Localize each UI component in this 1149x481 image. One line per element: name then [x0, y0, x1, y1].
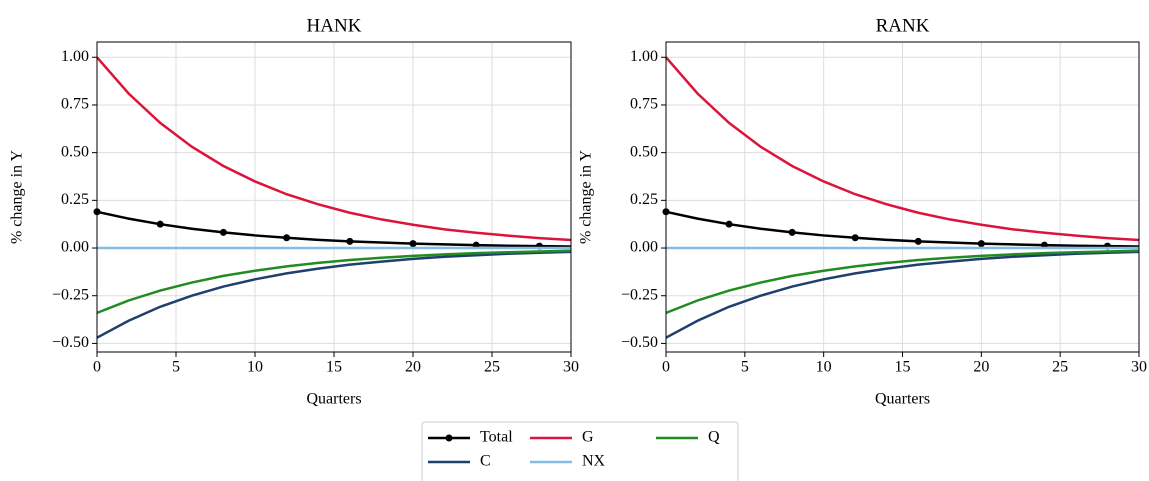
series-line — [665, 250, 1140, 339]
series-line — [96, 249, 572, 315]
axes-frame — [665, 41, 1140, 353]
x-tick-label: 10 — [247, 359, 263, 376]
legend-label: G — [582, 429, 594, 446]
x-tick-label: 25 — [484, 359, 500, 376]
series-line — [96, 56, 572, 242]
marker — [851, 234, 859, 242]
panel-title: RANK — [876, 15, 930, 36]
x-tick-label: 0 — [93, 359, 101, 376]
x-axis-label: Quarters — [875, 391, 930, 408]
legend: Total C G NX Q — [421, 421, 739, 481]
axes: −0.50 −0.25 0.00 0.25 0.50 0.75 1.00 0 5 10 15 20 25… — [578, 15, 1147, 407]
y-tick-label: −0.25 — [621, 286, 658, 303]
x-tick-label: 0 — [662, 359, 670, 376]
y-tick-label: −0.50 — [621, 334, 658, 351]
panel-title: HANK — [307, 15, 362, 36]
y-tick-label: 0.50 — [630, 143, 658, 160]
axes-frame — [96, 41, 572, 353]
x-tick-label: 5 — [741, 359, 749, 376]
y-tick-label: 1.00 — [61, 48, 89, 65]
y-tick-label: 0.75 — [630, 96, 658, 113]
series-line — [665, 210, 1140, 248]
x-tick-label: 10 — [816, 359, 832, 376]
y-tick-label: 0.00 — [630, 239, 658, 256]
legend-label: Q — [708, 429, 720, 446]
y-tick-label: 0.50 — [61, 143, 89, 160]
series-line — [665, 56, 1140, 242]
x-tick-label: 30 — [1131, 359, 1147, 376]
marker — [914, 237, 922, 245]
series-line — [96, 210, 572, 248]
marker — [977, 240, 985, 248]
x-tick-label: 30 — [563, 359, 579, 376]
legend-frame — [421, 421, 739, 481]
y-tick-label: 0.25 — [61, 191, 89, 208]
y-tick-label: −0.25 — [52, 286, 89, 303]
y-tick-label: 0.75 — [61, 96, 89, 113]
x-tick-label: 5 — [172, 359, 180, 376]
marker — [283, 234, 291, 242]
y-axis-label: % change in Y — [578, 150, 595, 244]
legend-label: C — [480, 453, 491, 470]
x-tick-label: 15 — [326, 359, 342, 376]
y-tick-label: 0.25 — [630, 191, 658, 208]
x-tick-label: 20 — [973, 359, 989, 376]
marker — [409, 240, 417, 248]
y-axis-label: % change in Y — [9, 150, 26, 244]
marker — [156, 220, 164, 228]
legend-marker — [445, 434, 453, 442]
series-line — [96, 250, 572, 339]
x-axis-label: Quarters — [306, 391, 361, 408]
legend-label: Total — [480, 429, 513, 446]
x-tick-label: 15 — [895, 359, 911, 376]
axes: −0.50 −0.25 0.00 0.25 0.50 0.75 1.00 0 5 10 15 20 25… — [9, 15, 579, 407]
series-line — [665, 249, 1140, 315]
legend-label: NX — [582, 453, 606, 470]
x-tick-label: 20 — [405, 359, 421, 376]
y-tick-label: 0.00 — [61, 239, 89, 256]
marker — [346, 237, 354, 245]
x-tick-label: 25 — [1052, 359, 1068, 376]
y-tick-label: −0.50 — [52, 334, 89, 351]
marker — [788, 228, 796, 236]
y-tick-label: 1.00 — [630, 48, 658, 65]
marker — [219, 228, 227, 236]
marker — [725, 220, 733, 228]
